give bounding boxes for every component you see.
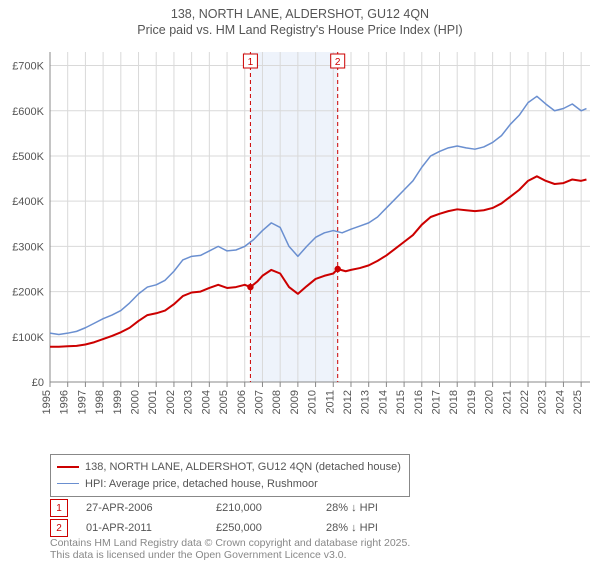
svg-text:£0: £0 [32,377,44,389]
svg-text:1998: 1998 [94,390,106,414]
svg-text:1: 1 [248,57,254,68]
svg-text:2004: 2004 [200,390,212,414]
legend-row-hpi: HPI: Average price, detached house, Rush… [57,476,401,493]
transaction-diff: 28% ↓ HPI [326,502,426,514]
svg-text:2012: 2012 [342,390,354,414]
transactions-table: 1 27-APR-2006 £210,000 28% ↓ HPI 2 01-AP… [50,498,426,538]
svg-text:2023: 2023 [537,390,549,414]
transaction-date: 01-APR-2011 [86,522,216,534]
svg-text:1996: 1996 [59,390,71,414]
legend-swatch-price [57,466,79,468]
svg-text:2013: 2013 [360,390,372,414]
chart-container: 138, NORTH LANE, ALDERSHOT, GU12 4QN Pri… [0,0,600,560]
transaction-row: 2 01-APR-2011 £250,000 28% ↓ HPI [50,518,426,538]
transaction-diff: 28% ↓ HPI [326,522,426,534]
svg-text:£500K: £500K [12,151,44,163]
svg-text:2014: 2014 [377,390,389,414]
svg-text:2005: 2005 [218,390,230,414]
svg-text:2006: 2006 [236,390,248,414]
legend-label-hpi: HPI: Average price, detached house, Rush… [85,476,318,493]
svg-text:£200K: £200K [12,287,44,299]
svg-text:2: 2 [335,57,341,68]
svg-text:2021: 2021 [501,390,513,414]
svg-text:2001: 2001 [147,390,159,414]
svg-text:2016: 2016 [413,390,425,414]
svg-text:2011: 2011 [324,390,336,414]
svg-text:2002: 2002 [165,390,177,414]
svg-text:£600K: £600K [12,106,44,118]
footer: Contains HM Land Registry data © Crown c… [50,538,410,561]
legend-swatch-hpi [57,483,79,484]
chart-area: £0 £100K £200K £300K £400K £500K £600K £700K 199… [0,42,600,425]
footer-line1: Contains HM Land Registry data © Crown c… [50,538,410,550]
transaction-row: 1 27-APR-2006 £210,000 28% ↓ HPI [50,498,426,518]
legend-row-price: 138, NORTH LANE, ALDERSHOT, GU12 4QN (de… [57,459,401,476]
svg-text:2009: 2009 [289,390,301,414]
svg-text:£100K: £100K [12,332,44,344]
svg-text:2017: 2017 [431,390,443,414]
svg-text:2000: 2000 [130,390,142,414]
title-block: 138, NORTH LANE, ALDERSHOT, GU12 4QN Pri… [0,0,600,39]
legend: 138, NORTH LANE, ALDERSHOT, GU12 4QN (de… [50,454,410,497]
chart-svg: £0 £100K £200K £300K £400K £500K £600K £700K 199… [0,42,600,422]
svg-text:2008: 2008 [271,390,283,414]
svg-text:2007: 2007 [253,390,265,414]
svg-text:2019: 2019 [466,390,478,414]
svg-text:2022: 2022 [519,390,531,414]
transaction-marker-1: 1 [50,499,68,517]
svg-text:£400K: £400K [12,196,44,208]
transaction-price: £210,000 [216,502,326,514]
transaction-price: £250,000 [216,522,326,534]
title-line1: 138, NORTH LANE, ALDERSHOT, GU12 4QN [0,6,600,22]
transaction-date: 27-APR-2006 [86,502,216,514]
svg-text:2020: 2020 [484,390,496,414]
svg-text:1999: 1999 [112,390,124,414]
footer-line2: This data is licensed under the Open Gov… [50,550,410,561]
svg-text:2024: 2024 [554,390,566,414]
svg-text:2010: 2010 [307,390,319,414]
svg-text:1995: 1995 [41,390,53,414]
svg-text:1997: 1997 [76,390,88,414]
transaction-marker-2: 2 [50,519,68,537]
svg-text:2003: 2003 [183,390,195,414]
svg-text:2015: 2015 [395,390,407,414]
title-line2: Price paid vs. HM Land Registry's House … [0,22,600,38]
svg-text:£700K: £700K [12,61,44,73]
svg-text:2018: 2018 [448,390,460,414]
svg-text:£300K: £300K [12,241,44,253]
legend-label-price: 138, NORTH LANE, ALDERSHOT, GU12 4QN (de… [85,459,401,476]
svg-text:2025: 2025 [572,390,584,414]
